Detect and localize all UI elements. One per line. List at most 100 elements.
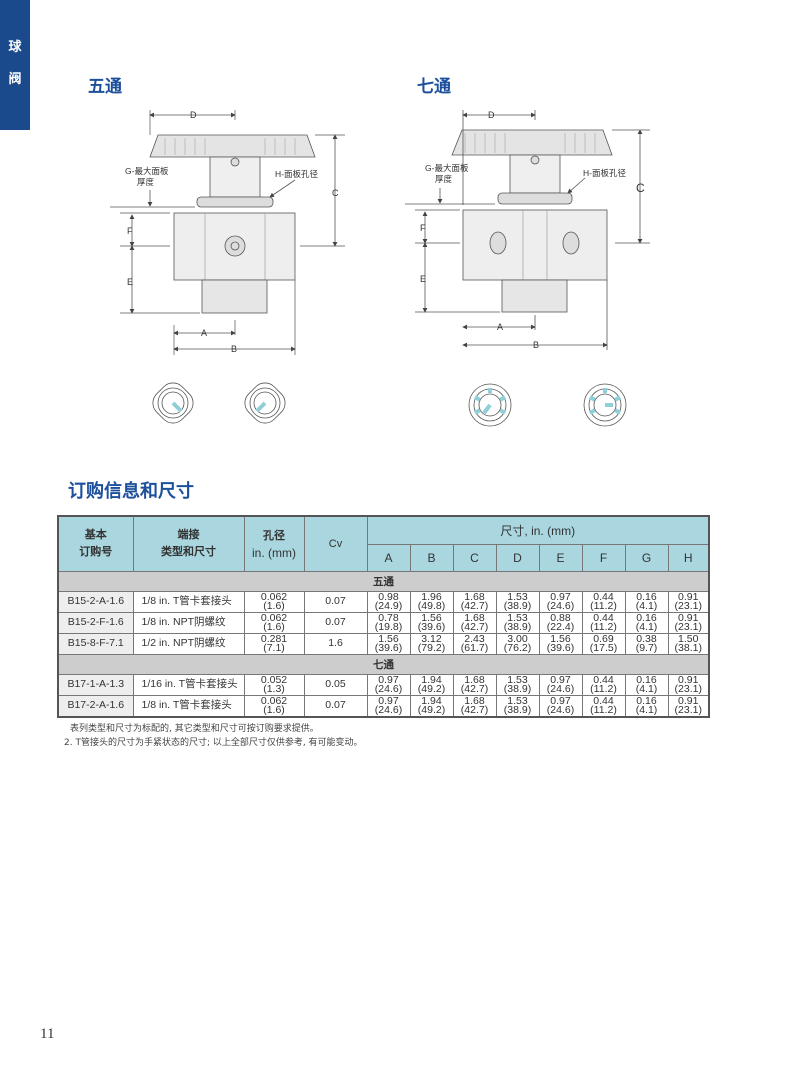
orifice: 0.062 (1.6) xyxy=(243,695,305,718)
dim-g-label: G-最大面板 xyxy=(125,166,169,176)
dim-f: 0.44 (11.2) xyxy=(581,674,626,696)
dim-g: 0.16 (4.1) xyxy=(624,695,669,718)
dim-e: 1.56 (39.6) xyxy=(538,633,583,655)
col-dim-b: B xyxy=(409,543,454,572)
end-connection: 1/8 in. NPT阴螺纹 xyxy=(132,612,245,634)
dim-d: 1.53 (38.9) xyxy=(495,591,540,613)
dim-g-label-2: 厚度 xyxy=(435,174,453,184)
dim-d-label: D xyxy=(190,110,197,120)
dim-a-label: A xyxy=(497,322,503,332)
cv-value: 1.6 xyxy=(303,633,368,655)
col-orifice: 孔径 in. (mm) xyxy=(243,515,305,572)
dim-g: 0.16 (4.1) xyxy=(624,591,669,613)
dim-a: 0.98 (24.9) xyxy=(366,591,411,613)
dim-a: 0.97 (24.6) xyxy=(366,674,411,696)
dim-e: 0.97 (24.6) xyxy=(538,674,583,696)
dim-g: 0.16 (4.1) xyxy=(624,612,669,634)
order-number: B15-2-F-1.6 xyxy=(57,612,134,634)
orifice: 0.062 (1.6) xyxy=(243,612,305,634)
seven-way-title: 七通 xyxy=(417,77,451,97)
table-row: B15-8-F-7.1 1/2 in. NPT阴螺纹 0.281 (7.1) 1.6 1.… xyxy=(57,633,710,655)
orifice: 0.281 (7.1) xyxy=(243,633,305,655)
dim-f: 0.44 (11.2) xyxy=(581,695,626,718)
dim-e: 0.97 (24.6) xyxy=(538,695,583,718)
dim-g-label-2: 厚度 xyxy=(137,177,155,187)
dim-h: 0.91 (23.1) xyxy=(667,695,710,718)
dim-e: 0.97 (24.6) xyxy=(538,591,583,613)
dim-c-label: C xyxy=(636,181,645,195)
dim-d: 3.00 (76.2) xyxy=(495,633,540,655)
end-connection: 1/8 in. T管卡套接头 xyxy=(132,591,245,613)
dim-e-label: E xyxy=(127,277,133,287)
dim-h: 0.91 (23.1) xyxy=(667,674,710,696)
dim-b: 1.96 (49.8) xyxy=(409,591,454,613)
order-number: B15-2-A-1.6 xyxy=(57,591,134,613)
table-row: B17-1-A-1.3 1/16 in. T管卡套接头 0.052 (1.3) 0.05… xyxy=(57,674,710,696)
col-cv: Cv xyxy=(303,515,368,572)
five-way-title: 五通 xyxy=(88,77,122,97)
dim-d: 1.53 (38.9) xyxy=(495,695,540,718)
port-flow-diagram xyxy=(152,382,286,424)
order-number: B15-8-F-7.1 xyxy=(57,633,134,655)
dim-h-label: H-面板孔径 xyxy=(275,169,318,179)
dim-d-label: D xyxy=(488,110,495,120)
dim-f-label: F xyxy=(127,226,133,236)
group-label: 五通 xyxy=(57,571,710,592)
dim-b-label: B xyxy=(533,340,539,350)
orifice: 0.062 (1.6) xyxy=(243,591,305,613)
col-dim-f: F xyxy=(581,543,626,572)
dim-f-label: F xyxy=(420,223,426,233)
cv-value: 0.05 xyxy=(303,674,368,696)
dim-c: 1.68 (42.7) xyxy=(452,695,497,718)
dim-f: 0.44 (11.2) xyxy=(581,591,626,613)
order-number: B17-2-A-1.6 xyxy=(57,695,134,718)
dim-c-label: C xyxy=(332,188,339,198)
section-title: 订购信息和尺寸 xyxy=(68,481,194,502)
col-dim-d: D xyxy=(495,543,540,572)
dim-d: 1.53 (38.9) xyxy=(495,674,540,696)
cv-value: 0.07 xyxy=(303,612,368,634)
end-connection: 1/2 in. NPT阴螺纹 xyxy=(132,633,245,655)
dim-h: 0.91 (23.1) xyxy=(667,591,710,613)
dim-f: 0.69 (17.5) xyxy=(581,633,626,655)
dim-a-label: A xyxy=(201,328,207,338)
group-label: 七通 xyxy=(57,654,710,675)
col-end-connection: 端接 类型和尺寸 xyxy=(132,515,245,572)
dim-a: 0.97 (24.6) xyxy=(366,695,411,718)
dim-a: 0.78 (19.8) xyxy=(366,612,411,634)
tab-label-2: 阀 xyxy=(8,72,22,87)
table-row: B15-2-A-1.6 1/8 in. T管卡套接头 0.062 (1.6) 0.07 0… xyxy=(57,591,710,613)
col-dim-h: H xyxy=(667,543,710,572)
table-notes: 表列类型和尺寸为标配的, 其它类型和尺寸可按订购要求提供。 2. T管接头的尺寸… xyxy=(64,722,363,750)
dim-h: 0.91 (23.1) xyxy=(667,612,710,634)
table-row: B17-2-A-1.6 1/8 in. T管卡套接头 0.062 (1.6) 0.07 0… xyxy=(57,695,710,718)
five-way-valve-drawing: D C F E A B G-最大面板 厚度 H-面板孔径 xyxy=(110,110,345,424)
dim-h: 1.50 (38.1) xyxy=(667,633,710,655)
dim-b-label: B xyxy=(231,344,237,354)
col-dimensions: 尺寸, in. (mm) xyxy=(366,515,710,545)
note-1: 表列类型和尺寸为标配的, 其它类型和尺寸可按订购要求提供。 xyxy=(70,724,319,734)
end-connection: 1/16 in. T管卡套接头 xyxy=(132,674,245,696)
cv-value: 0.07 xyxy=(303,695,368,718)
dim-h-label: H-面板孔径 xyxy=(583,168,626,178)
col-dim-a: A xyxy=(366,543,411,572)
note-2: 2. T管接头的尺寸为手紧状态的尺寸; 以上全部尺寸仅供参考, 有可能变动。 xyxy=(64,738,363,748)
group-row: 五通 xyxy=(57,571,710,592)
col-dim-e: E xyxy=(538,543,583,572)
order-number: B17-1-A-1.3 xyxy=(57,674,134,696)
sidebar-tab: 球 阀 xyxy=(0,0,30,130)
group-row: 七通 xyxy=(57,654,710,675)
table-row: B15-2-F-1.6 1/8 in. NPT阴螺纹 0.062 (1.6) 0.07 0… xyxy=(57,612,710,634)
dim-f: 0.44 (11.2) xyxy=(581,612,626,634)
dim-e: 0.88 (22.4) xyxy=(538,612,583,634)
col-dim-c: C xyxy=(452,543,497,572)
dim-g: 0.38 (9.7) xyxy=(624,633,669,655)
col-order-no: 基本 订购号 xyxy=(57,515,134,572)
dim-c: 1.68 (42.7) xyxy=(452,591,497,613)
dim-c: 1.68 (42.7) xyxy=(452,612,497,634)
dim-d: 1.53 (38.9) xyxy=(495,612,540,634)
dim-b: 1.56 (39.6) xyxy=(409,612,454,634)
dim-c: 2.43 (61.7) xyxy=(452,633,497,655)
orifice: 0.052 (1.3) xyxy=(243,674,305,696)
